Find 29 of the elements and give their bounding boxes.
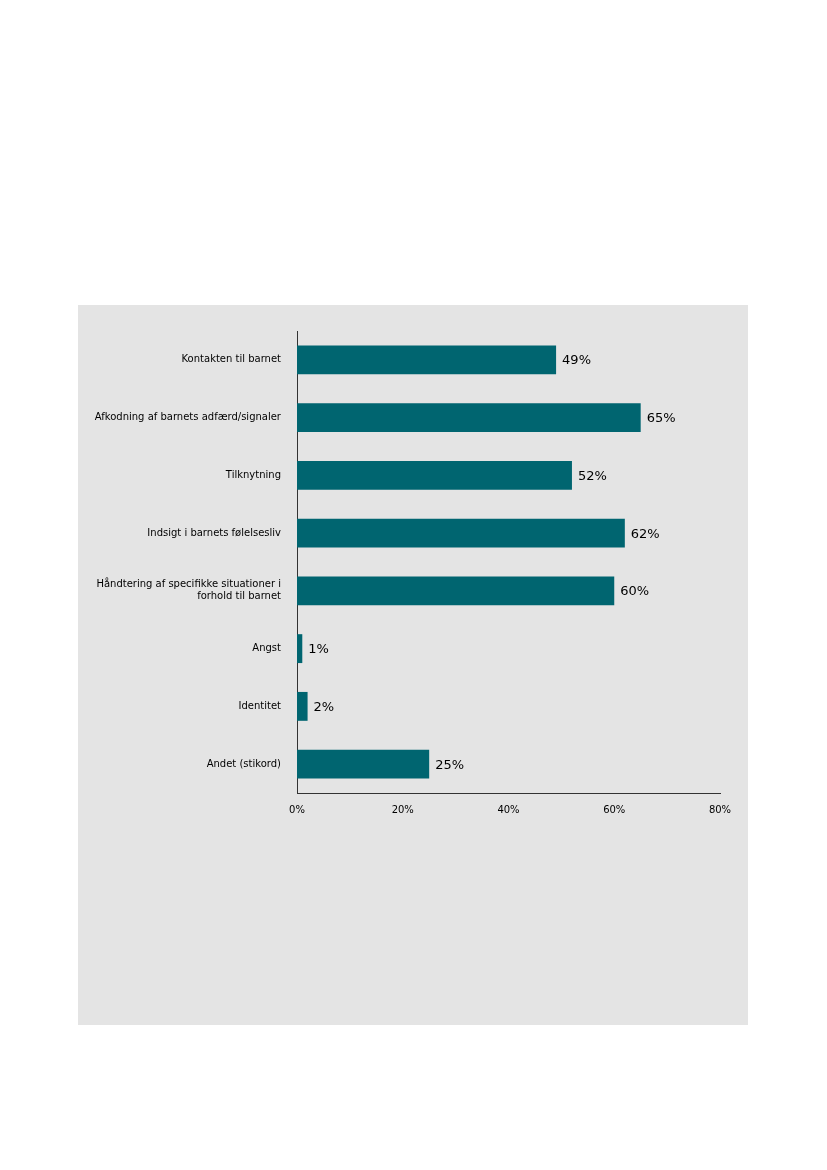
x-tick-label: 60% (603, 803, 626, 815)
data-label: 52% (577, 467, 607, 483)
data-label: 62% (630, 525, 660, 541)
x-tick-label: 0% (289, 803, 305, 815)
data-label: 1% (308, 641, 329, 656)
data-label: 2% (313, 698, 335, 714)
bar (297, 345, 557, 375)
bar (297, 518, 625, 548)
y-tick-label: Tilknytning (224, 468, 281, 480)
y-tick-label: Håndtering af specifikke situationer i forhold til barnet (96, 577, 282, 602)
y-tick-label: Afkodning af barnets adfærd/signaler (94, 411, 282, 423)
y-tick-label: Indsigt i barnets følelsesliv (147, 526, 282, 538)
y-tick-label: Kontakten til barnet (181, 353, 282, 365)
data-label: 25% (435, 756, 465, 772)
bar (297, 691, 308, 721)
data-label: 60% (620, 583, 650, 599)
y-tick-label: Andet (stikord) (206, 757, 282, 769)
data-label: 49% (562, 352, 591, 368)
bar (297, 749, 430, 779)
bar (297, 576, 615, 606)
x-tick-label: 20% (391, 803, 414, 815)
x-tick-label: 80% (708, 803, 732, 815)
y-tick-label: Angst (252, 642, 282, 654)
bar (297, 460, 572, 490)
bar (297, 634, 303, 664)
data-label: 65% (646, 410, 676, 425)
x-tick-label: 40% (497, 803, 520, 815)
y-tick-label: Identitet (238, 699, 282, 711)
bar (297, 403, 641, 433)
